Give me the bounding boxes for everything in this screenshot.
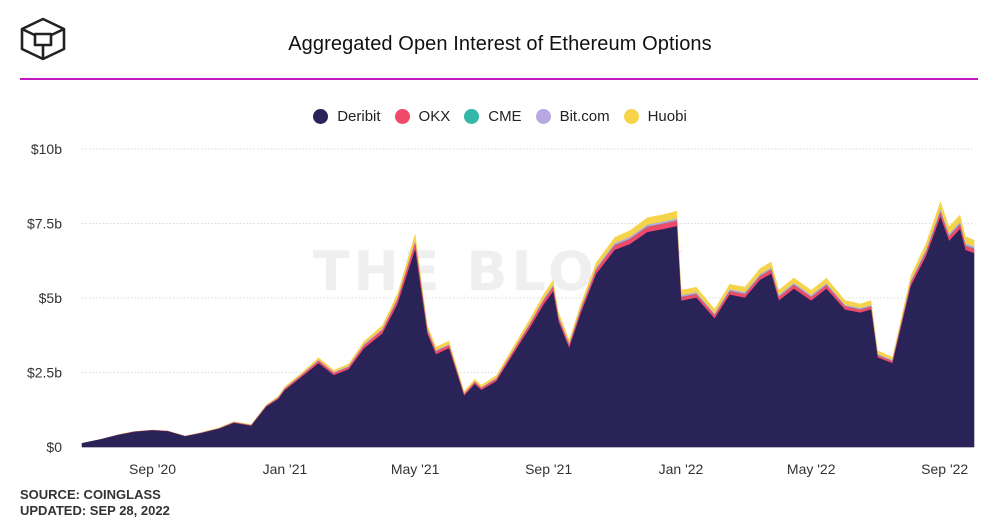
y-tick-label: $0	[46, 439, 62, 455]
x-tick-label: Sep '21	[525, 461, 572, 477]
updated-note: UPDATED: SEP 28, 2022	[20, 503, 170, 518]
y-tick-label: $2.5b	[27, 365, 62, 381]
legend-item-cme[interactable]: CME	[464, 107, 522, 125]
x-tick-label: Jan '21	[263, 461, 308, 477]
legend-swatch	[394, 108, 410, 124]
legend-label: Deribit	[337, 107, 381, 125]
legend-swatch	[535, 108, 551, 124]
chart-footer: SOURCE: COINGLASS UPDATED: SEP 28, 2022	[20, 487, 170, 519]
source-note: SOURCE: COINGLASS	[20, 487, 161, 502]
x-tick-label: May '22	[787, 461, 836, 477]
open-interest-area-chart: $0 $2.5b $5b $7.5b $10b Sep '20 Jan '21 May '21…	[27, 141, 975, 477]
legend-item-okx[interactable]: OKX	[394, 107, 451, 125]
x-tick-label: Jan '22	[659, 461, 704, 477]
legend-swatch	[313, 108, 329, 124]
the-block-logo-icon	[20, 17, 66, 61]
y-tick-label: $7.5b	[27, 216, 62, 232]
x-tick-label: Sep '20	[129, 461, 176, 477]
legend-label: OKX	[418, 107, 451, 125]
legend-label: CME	[488, 107, 522, 125]
chart-legend: Deribit OKX CME Bit.com Huobi	[0, 106, 1000, 126]
y-tick-label: $5b	[39, 290, 63, 306]
legend-item-huobi[interactable]: Huobi	[623, 107, 687, 125]
chart-title: Aggregated Open Interest of Ethereum Opt…	[288, 33, 712, 55]
legend-swatch	[623, 108, 639, 124]
legend-label: Huobi	[647, 107, 687, 125]
legend-item-deribit[interactable]: Deribit	[313, 107, 381, 125]
legend-swatch	[464, 108, 480, 124]
x-tick-label: May '21	[391, 461, 440, 477]
y-tick-label: $10b	[31, 141, 62, 157]
legend-label: Bit.com	[559, 107, 610, 125]
title-divider	[20, 78, 978, 80]
area-series-deribit	[81, 216, 975, 448]
x-tick-label: Sep '22	[921, 461, 968, 477]
legend-item-bit-com[interactable]: Bit.com	[535, 107, 610, 125]
